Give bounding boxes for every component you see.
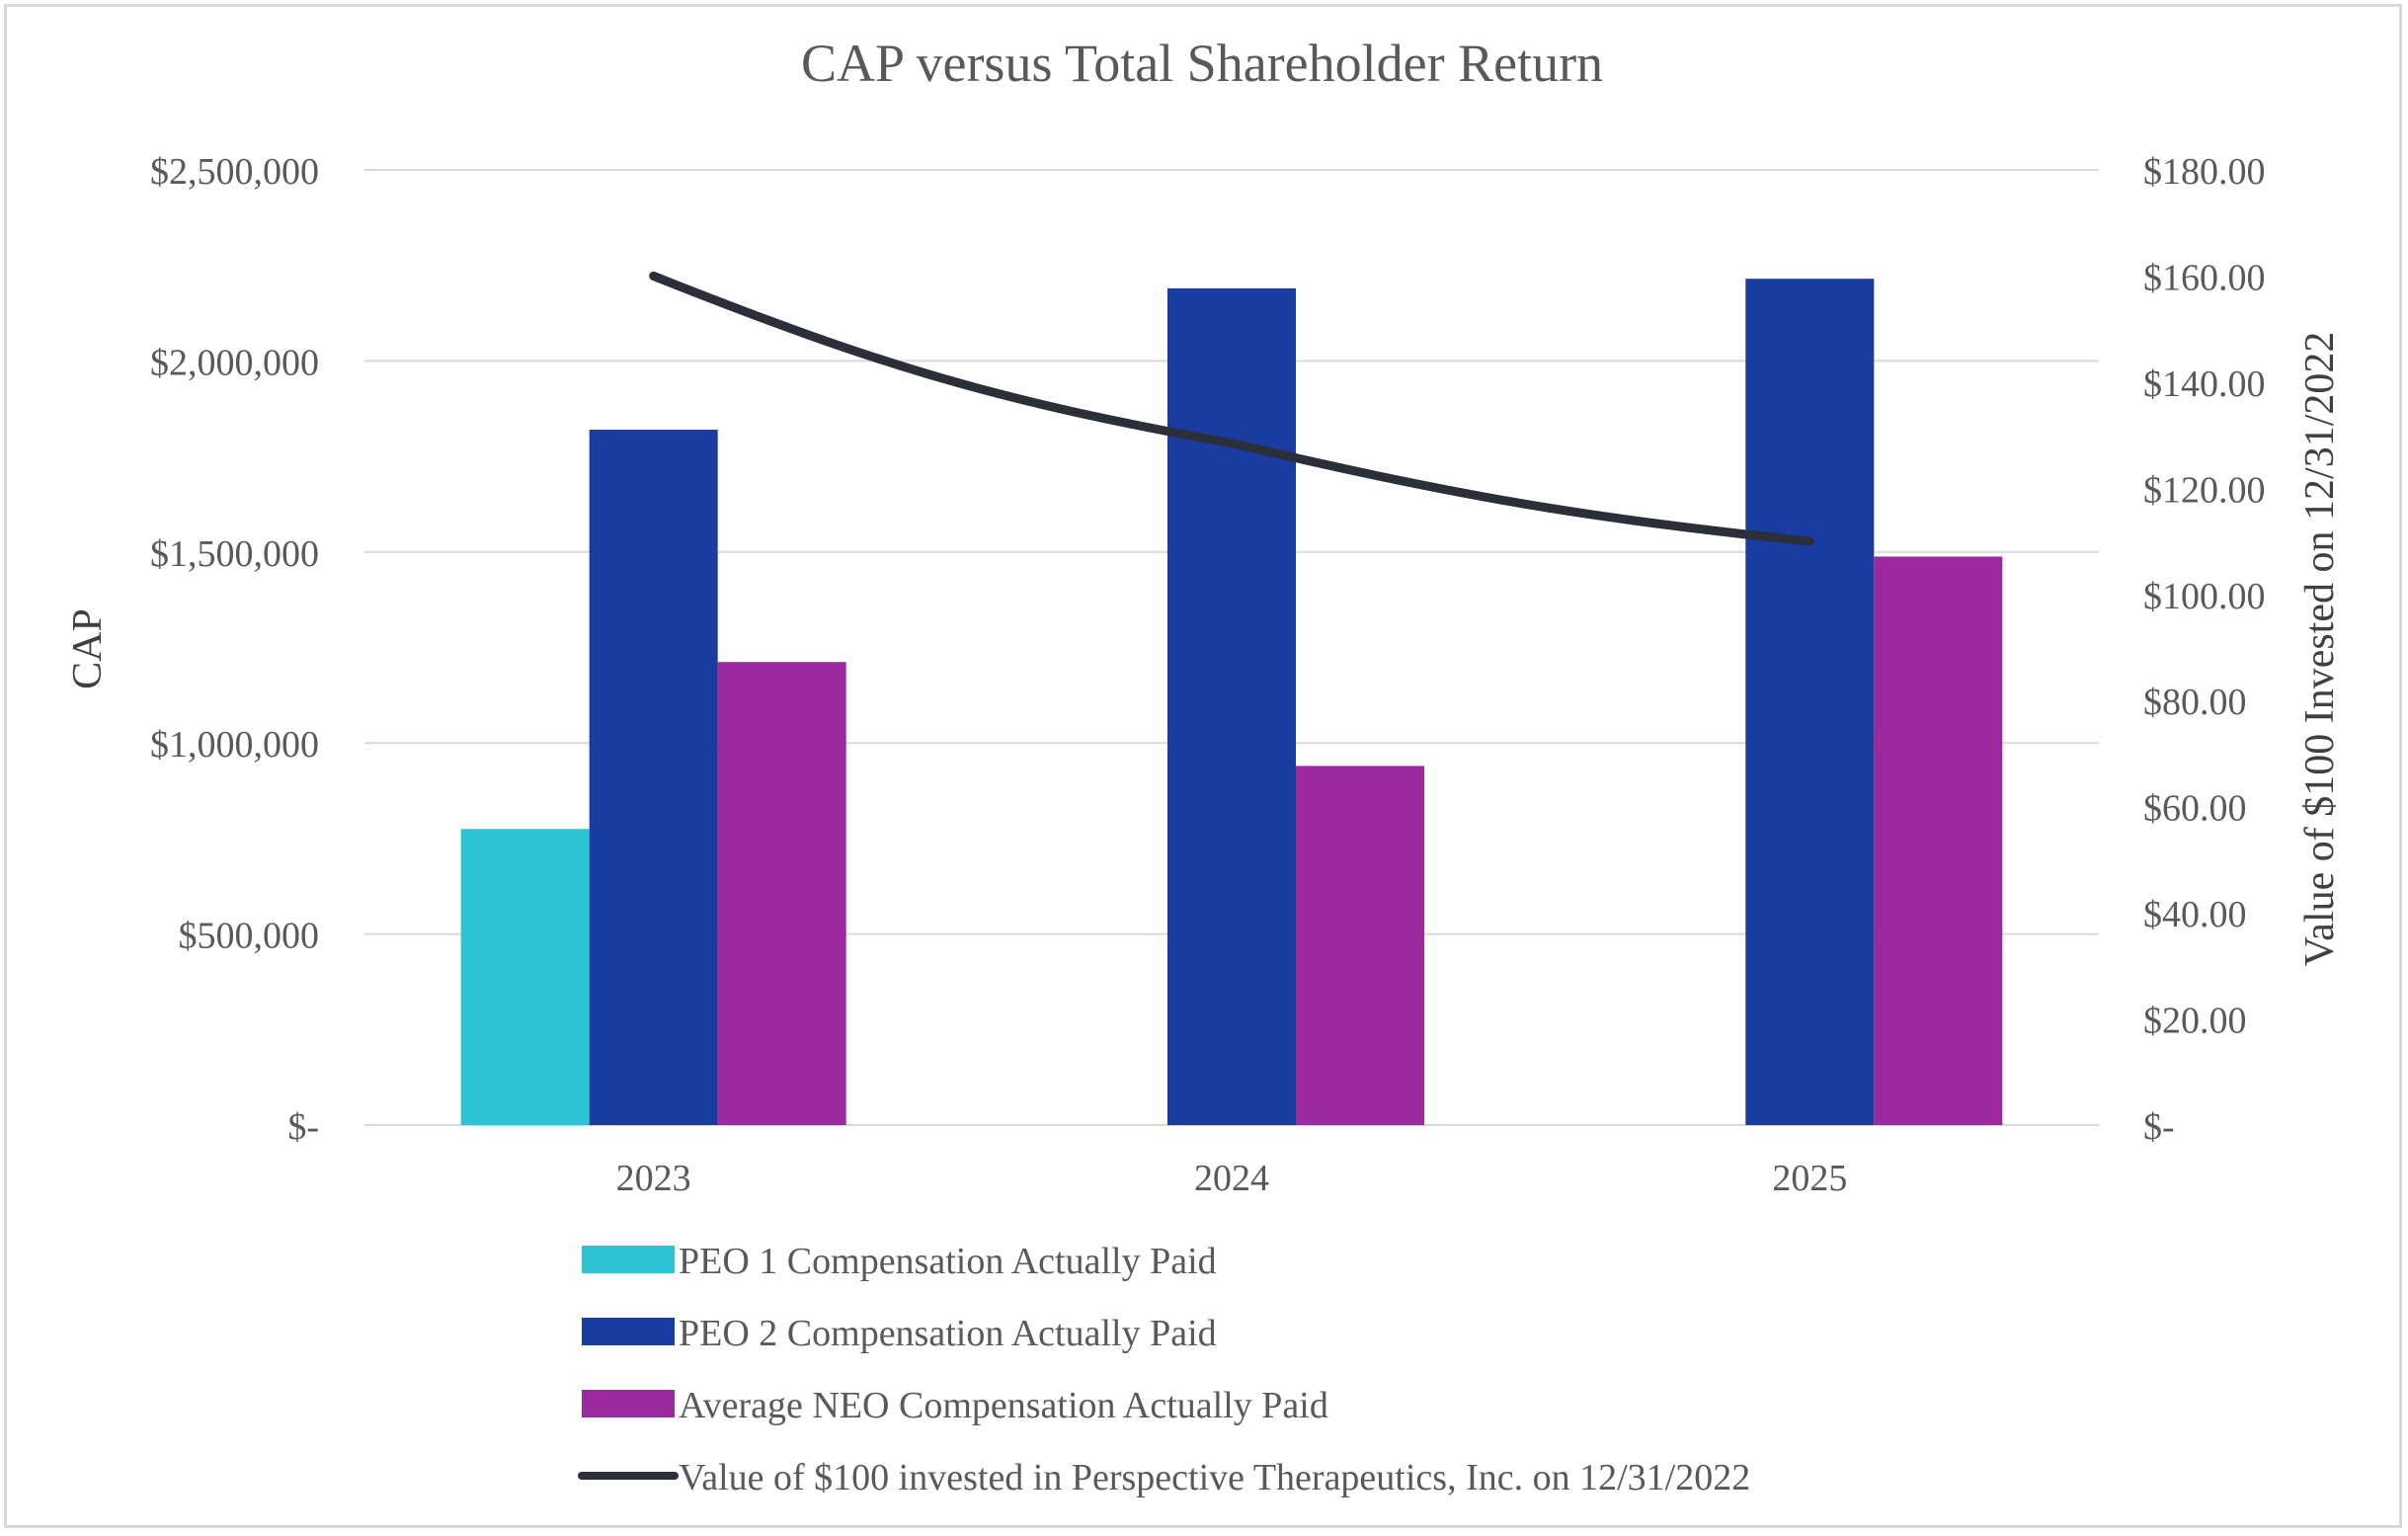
legend-label: Value of $100 invested in Perspective Th…: [679, 1457, 1750, 1498]
y2-tick-label: $-: [2143, 1106, 2175, 1148]
x-axis-ticks: 2023 2024 2025: [616, 1158, 1848, 1199]
x-tick-label: 2024: [1194, 1158, 1269, 1199]
y2-tick-label: $100.00: [2143, 576, 2266, 617]
y-axis-ticks: $- $500,000 $1,000,000 $1,500,000 $2,000,000…: [150, 151, 319, 1148]
x-tick-label: 2023: [616, 1158, 691, 1199]
y-tick-label: $-: [287, 1106, 319, 1148]
legend-swatch: [582, 1318, 675, 1345]
y2-tick-label: $80.00: [2143, 682, 2247, 723]
y2-tick-label: $140.00: [2143, 364, 2266, 405]
legend-swatch: [582, 1246, 675, 1273]
bar: [589, 430, 718, 1125]
x-tick-label: 2025: [1772, 1158, 1847, 1199]
y2-tick-label: $160.00: [2143, 257, 2266, 298]
bar: [1167, 287, 1296, 1126]
y2-tick-label: $180.00: [2143, 151, 2266, 193]
bars: [460, 279, 2003, 1126]
y-axis-title: CAP: [65, 608, 111, 689]
y2-tick-label: $120.00: [2143, 469, 2266, 511]
bar: [1745, 279, 1875, 1125]
legend-label: PEO 1 Compensation Actually Paid: [679, 1241, 1217, 1282]
bar: [1296, 766, 1424, 1125]
legend: PEO 1 Compensation Actually Paid PEO 2 Co…: [578, 1241, 1750, 1498]
tsr-line-path: [649, 271, 1814, 546]
y-tick-label: $1,000,000: [150, 724, 319, 766]
bar: [1874, 556, 2003, 1125]
y2-axis-title: Value of $100 Invested on 12/31/2022: [2297, 332, 2343, 967]
legend-swatch: [582, 1390, 675, 1417]
y-tick-label: $1,500,000: [150, 533, 319, 575]
y-tick-label: $2,000,000: [150, 342, 319, 383]
cap-vs-tsr-chart: CAP versus Total Shareholder Return CAP …: [65, 34, 2343, 1498]
bar: [460, 829, 590, 1125]
y-tick-label: $500,000: [179, 916, 320, 957]
y2-tick-label: $40.00: [2143, 894, 2247, 935]
legend-label: Average NEO Compensation Actually Paid: [679, 1385, 1328, 1426]
chart-frame: CAP versus Total Shareholder Return CAP …: [4, 4, 2402, 1528]
y2-tick-label: $20.00: [2143, 1001, 2247, 1042]
tsr-line: [649, 271, 1814, 546]
bar: [717, 662, 846, 1125]
chart-title: CAP versus Total Shareholder Return: [801, 34, 1603, 93]
y2-tick-label: $60.00: [2143, 788, 2247, 830]
y-tick-label: $2,500,000: [150, 151, 319, 193]
y2-axis-ticks: $- $20.00 $40.00 $60.00 $80.00 $100.00 $120.00…: [2143, 151, 2266, 1148]
legend-label: PEO 2 Compensation Actually Paid: [679, 1313, 1217, 1354]
